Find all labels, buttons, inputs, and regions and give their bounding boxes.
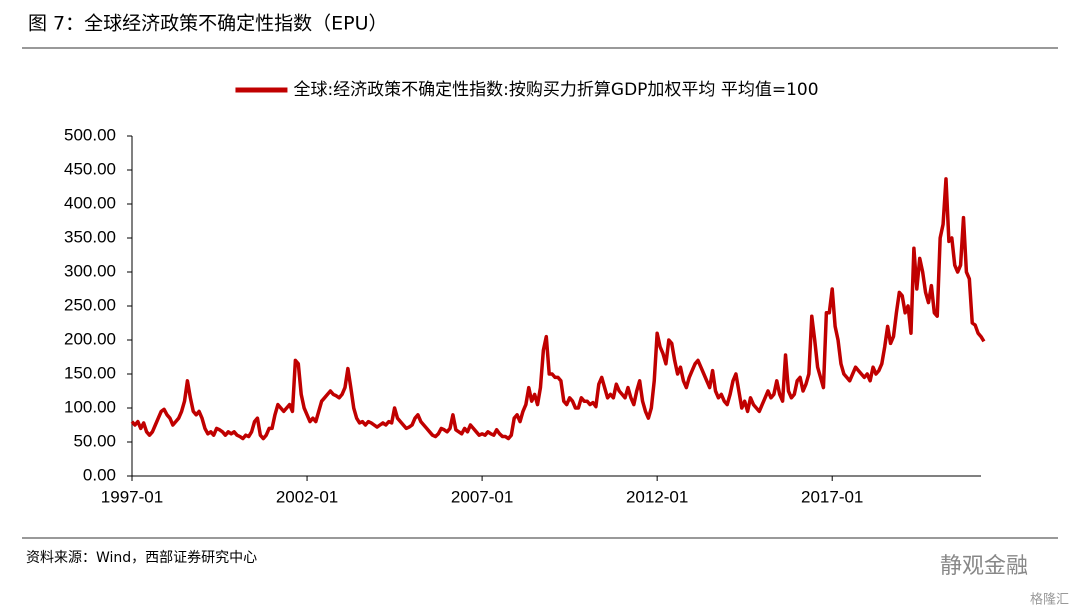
y-tick-label: 250.00 — [64, 295, 116, 314]
y-tick-label: 150.00 — [64, 363, 116, 382]
figure-title: 图 7：全球经济政策不确定性指数（EPU） — [28, 13, 388, 35]
y-tick-label: 400.00 — [64, 193, 116, 212]
y-tick-label: 450.00 — [64, 159, 116, 178]
y-tick-label: 50.00 — [73, 431, 116, 450]
y-tick-label: 100.00 — [64, 397, 116, 416]
legend-label: 全球:经济政策不确定性指数:按购买力折算GDP加权平均 平均值=100 — [293, 80, 818, 100]
x-tick-label: 2007-01 — [451, 487, 513, 506]
x-tick-label: 2012-01 — [626, 487, 688, 506]
line-series — [130, 177, 986, 441]
y-tick-label: 500.00 — [64, 125, 116, 144]
x-tick-label: 1997-01 — [101, 487, 163, 506]
y-tick-label: 200.00 — [64, 329, 116, 348]
watermark-small: 格隆汇 — [1030, 592, 1069, 608]
x-tick-label: 2002-01 — [276, 487, 338, 506]
y-tick-label: 0.00 — [83, 465, 116, 484]
x-tick-label: 2017-01 — [801, 487, 863, 506]
watermark: 静观金融 — [940, 554, 1028, 579]
source-note: 资料来源：Wind，西部证券研究中心 — [26, 550, 257, 566]
y-tick-label: 350.00 — [64, 227, 116, 246]
y-tick-label: 300.00 — [64, 261, 116, 280]
